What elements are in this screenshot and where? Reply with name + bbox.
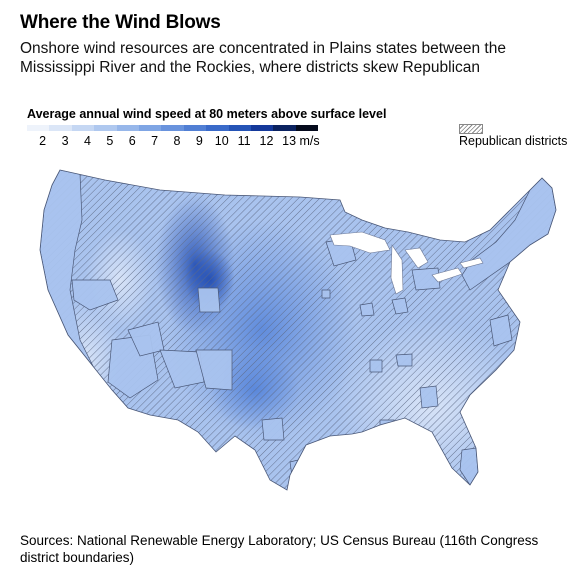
tick-label-11: 13 m/s xyxy=(282,134,320,148)
scale-swatch-6 xyxy=(161,125,184,131)
district-virginia-east xyxy=(489,314,513,347)
scale-swatch-7 xyxy=(183,125,207,131)
republican-hatch-swatch xyxy=(459,124,483,134)
great-lakes xyxy=(329,231,484,295)
district-atlanta xyxy=(419,385,439,409)
district-great-lakes-cities xyxy=(411,267,441,291)
wind-speed-color-scale xyxy=(27,125,319,131)
non-republican-districts xyxy=(40,170,556,486)
scale-swatch-11 xyxy=(273,125,296,131)
scale-swatch-3 xyxy=(94,125,117,131)
tick-label-0: 2 xyxy=(39,134,47,148)
district-memphis xyxy=(369,359,383,373)
district-denver xyxy=(197,287,221,313)
us-wind-map xyxy=(39,169,557,491)
tick-label-1: 3 xyxy=(61,134,69,148)
page-subtitle: Onshore wind resources are concentrated … xyxy=(20,40,506,76)
district-northeast xyxy=(461,177,556,291)
tick-label-2: 4 xyxy=(83,134,91,148)
tick-label-8: 10 xyxy=(214,134,229,148)
district-new-mexico xyxy=(195,349,233,391)
district-sf-bay xyxy=(71,279,119,311)
sources-note: Sources: National Renewable Energy Labor… xyxy=(20,533,539,565)
tick-label-4: 6 xyxy=(128,134,136,148)
us-border xyxy=(39,169,557,491)
district-chicago xyxy=(391,297,409,315)
scale-swatch-4 xyxy=(116,125,139,131)
scale-swatch-8 xyxy=(206,125,229,131)
legend-title: Average annual wind speed at 80 meters a… xyxy=(27,107,387,121)
republican-districts-label: Republican districts xyxy=(459,134,568,148)
tick-label-3: 5 xyxy=(106,134,114,148)
tick-label-10: 12 xyxy=(259,134,274,148)
district-dallas xyxy=(261,417,285,441)
wind-speed-tick-labels: 2 3 4 5 6 7 8 9 10 11 12 13 m/s xyxy=(27,134,327,150)
scale-swatch-12 xyxy=(295,125,319,131)
scale-swatch-9 xyxy=(228,125,251,131)
tick-label-9: 11 xyxy=(237,134,251,148)
district-florida-south xyxy=(459,447,479,486)
tick-label-7: 9 xyxy=(195,134,203,148)
district-arizona-dist xyxy=(159,349,205,389)
district-st-louis xyxy=(359,302,375,317)
scale-swatch-10 xyxy=(250,125,274,131)
scale-swatch-0 xyxy=(27,125,50,131)
tick-label-6: 8 xyxy=(173,134,181,148)
scale-swatch-2 xyxy=(71,125,95,131)
district-kansas-city xyxy=(321,289,331,299)
district-nashville xyxy=(395,353,413,367)
tick-label-5: 7 xyxy=(151,134,159,148)
page-title: Where the Wind Blows xyxy=(20,12,221,33)
scale-swatch-5 xyxy=(138,125,162,131)
scale-swatch-1 xyxy=(49,125,72,131)
